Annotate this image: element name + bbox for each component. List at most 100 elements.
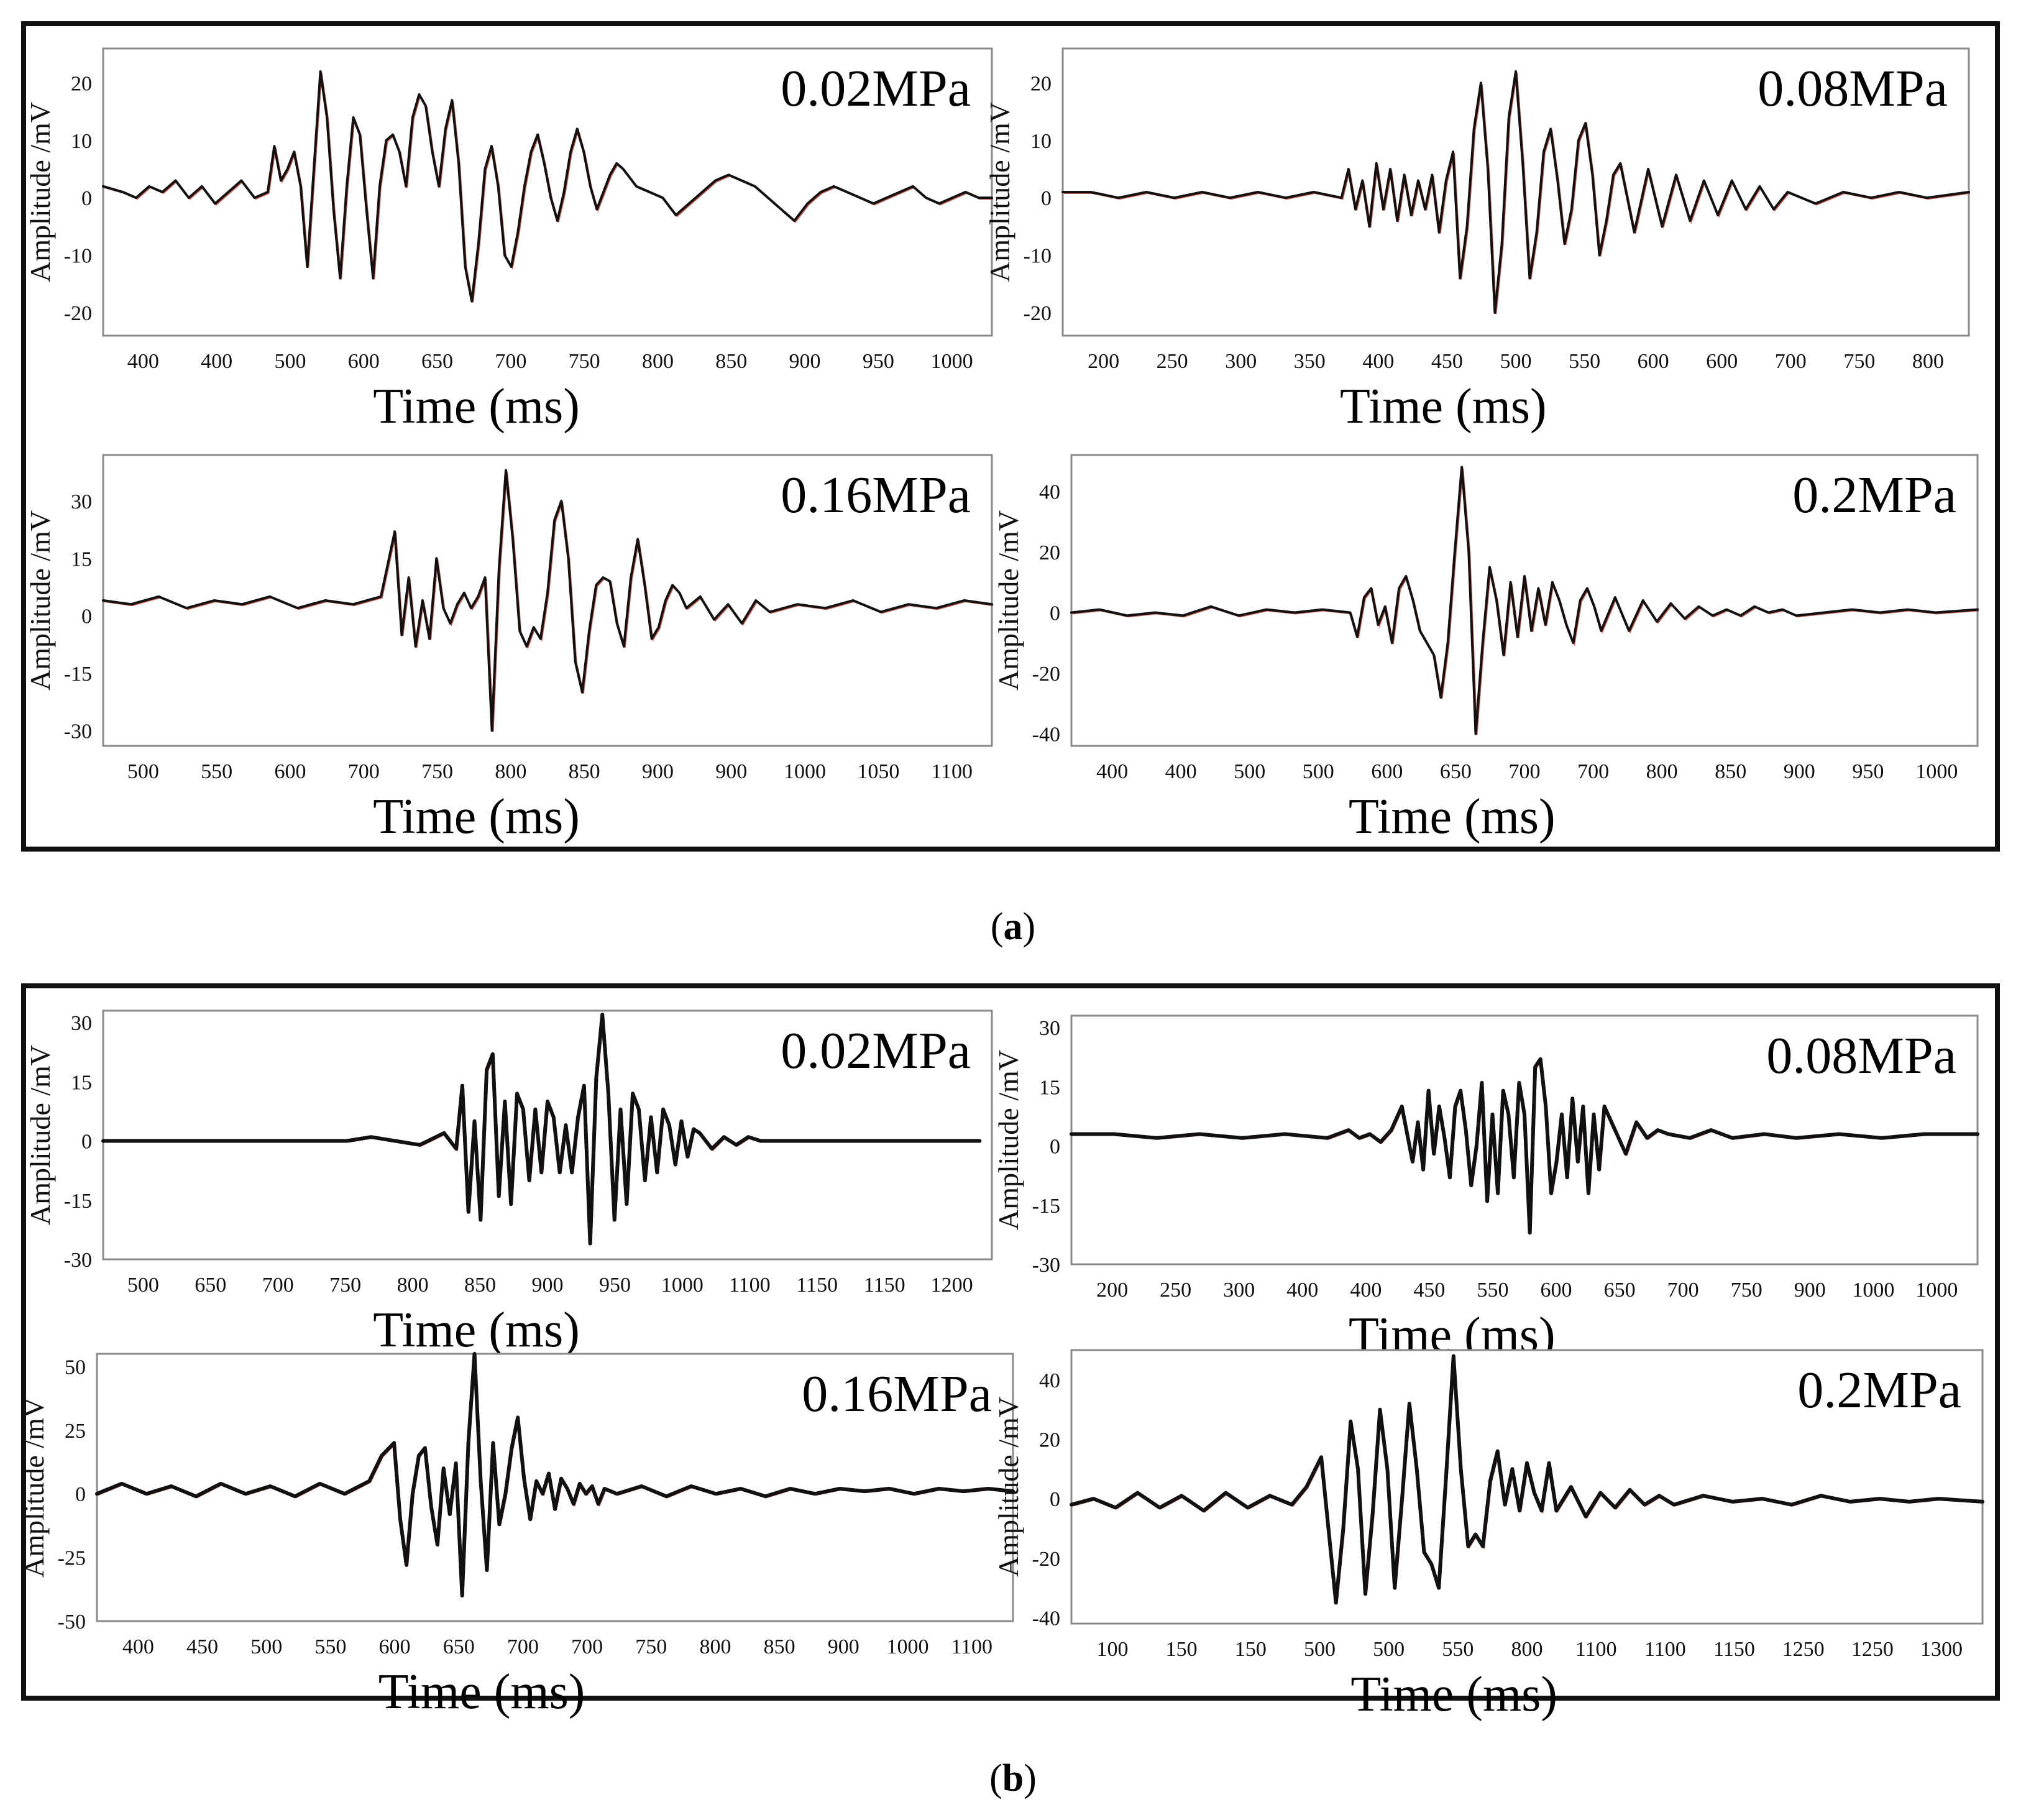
panel-a-3-ytick-label: 15 xyxy=(71,548,92,571)
panel-a-1-series-line xyxy=(102,70,993,303)
panel-a-4-xtick-label: 500 xyxy=(1234,760,1265,783)
panel-a-3-xtick-label: 500 xyxy=(127,760,159,783)
panel-a-3-x-axis-label: Time (ms) xyxy=(373,789,580,844)
panel-a-2-xtick-label: 200 xyxy=(1088,350,1119,373)
panel-a-3-xtick-label: 700 xyxy=(348,760,380,783)
panel-b-1-xtick-label: 700 xyxy=(262,1274,294,1297)
panel-a-3-ytick-label: 0 xyxy=(81,605,92,628)
panel-b-1-xtick-label: 950 xyxy=(599,1274,631,1297)
panel-a-2-xtick-label: 600 xyxy=(1706,350,1738,373)
panel-b-4-ytick-label: -20 xyxy=(1032,1548,1060,1571)
panel-a-4-pressure-title: 0.2MPa xyxy=(1792,466,1956,524)
panel-b-2-xtick-label: 300 xyxy=(1223,1279,1255,1302)
panel-b-1-xtick-label: 750 xyxy=(329,1274,361,1297)
panel-a-4-xtick-label: 700 xyxy=(1577,760,1609,783)
panel-b-2-xtick-label: 1000 xyxy=(1915,1279,1958,1302)
panel-a-2-xtick-label: 300 xyxy=(1225,350,1257,373)
panel-a-3-xtick-label: 900 xyxy=(715,760,747,783)
panel-b-3-xtick-label: 550 xyxy=(314,1635,346,1658)
panel-b-2-ytick-label: -15 xyxy=(1032,1195,1060,1218)
panel-b-1-series-line xyxy=(101,1013,982,1246)
panel-a-1-ytick-label: 0 xyxy=(81,187,92,210)
panel-b-1-pressure-title: 0.02MPa xyxy=(781,1022,971,1080)
panel-b-3-x-axis-label: Time (ms) xyxy=(378,1665,585,1719)
panel-b-1-xtick-label: 850 xyxy=(464,1274,496,1297)
panel-a-3-series-line xyxy=(102,469,993,732)
panel-a-1-xtick-label: 700 xyxy=(495,350,526,373)
panel-a-2-xtick-label: 700 xyxy=(1775,350,1807,373)
panel-b-4-y-axis-label: Amplitude /mV xyxy=(992,1397,1024,1577)
panel-a-3-xtick-label: 750 xyxy=(421,760,453,783)
panel-a-1-ytick-label: -10 xyxy=(64,245,92,268)
panel-b-3-xtick-label: 750 xyxy=(635,1635,667,1658)
group-label-a: (a) xyxy=(990,906,1036,948)
panel-b-2-xtick-label: 400 xyxy=(1286,1279,1318,1302)
panel-b-4: 40 20 0 -20 -40 100 150 150 500 500 550 800 1100 1100… xyxy=(992,1349,1984,1722)
panel-a-3-ytick-label: 30 xyxy=(71,490,92,513)
panel-a-2-y-axis-label: Amplitude /mV xyxy=(984,102,1015,282)
panel-b-3-xtick-label: 900 xyxy=(828,1635,859,1658)
panel-a-3-y-axis-label: Amplitude /mV xyxy=(24,510,56,691)
panel-a-4-ytick-label: 20 xyxy=(1039,541,1060,564)
panel-a-2-ytick-label: -20 xyxy=(1024,302,1052,325)
panel-b-4-plot-area xyxy=(1070,1349,1984,1625)
panel-a-4: 40 20 0 -20 -40 400 400 500 500 600 650 700 700 800 85… xyxy=(992,454,1979,844)
panel-b-3-xtick-label: 1100 xyxy=(951,1635,992,1658)
panel-b-3-xtick-label: 450 xyxy=(186,1635,218,1658)
panel-a-4-xtick-label: 900 xyxy=(1784,760,1815,783)
panel-a-1-xtick-label: 1000 xyxy=(931,350,973,373)
panel-b-2-ytick-label: 30 xyxy=(1039,1017,1060,1040)
panel-b-2-xtick-label: 650 xyxy=(1604,1279,1636,1302)
panel-a-1-xtick-label: 800 xyxy=(642,350,674,373)
panel-b-2-xtick-label: 200 xyxy=(1096,1279,1128,1302)
panel-a-1-xtick-label: 950 xyxy=(863,350,894,373)
panel-b-2-xtick-label: 1000 xyxy=(1852,1279,1894,1302)
panel-a-4-ytick-label: 0 xyxy=(1050,602,1060,625)
panel-a-2-xtick-label: 500 xyxy=(1500,350,1532,373)
panel-a-3-xtick-label: 1100 xyxy=(931,760,973,783)
panel-b-1-xtick-label: 1000 xyxy=(661,1274,704,1297)
panel-a-1-ytick-label: 10 xyxy=(71,130,92,153)
panel-b-1-xtick-label: 900 xyxy=(532,1274,564,1297)
panel-a-4-xtick-label: 700 xyxy=(1509,760,1541,783)
panel-a-4-xtick-label: 1000 xyxy=(1915,760,1958,783)
panel-b-2-pressure-title: 0.08MPa xyxy=(1766,1027,1956,1085)
panel-a-1-xtick-label: 650 xyxy=(421,350,453,373)
panel-b-1-xtick-label: 800 xyxy=(397,1274,429,1297)
panel-b-3-ytick-label: 50 xyxy=(65,1356,86,1379)
panel-a-4-xtick-label: 800 xyxy=(1646,760,1678,783)
panel-b-3-ytick-label: 0 xyxy=(75,1483,86,1506)
panel-b-2-xtick-label: 450 xyxy=(1413,1279,1445,1302)
panel-b-2-ytick-label: 0 xyxy=(1050,1136,1060,1159)
panel-a-2-pressure-title: 0.08MPa xyxy=(1758,60,1948,117)
panel-a-1-xtick-label: 500 xyxy=(274,350,306,373)
panel-b-4-x-axis-label: Time (ms) xyxy=(1350,1667,1557,1722)
panel-a-1-xtick-label: 750 xyxy=(569,350,600,373)
panel-b-2-series-line xyxy=(1070,1057,1979,1235)
panel-b-3-xtick-label: 650 xyxy=(443,1635,475,1658)
panel-a-2-ytick-label: 10 xyxy=(1030,130,1052,153)
panel-b-4-ytick-label: 20 xyxy=(1039,1428,1060,1451)
panel-b-1-y-axis-label: Amplitude /mV xyxy=(24,1045,56,1225)
panel-b-1-plot-area xyxy=(102,1009,993,1261)
panel-b-4-xtick-label: 1100 xyxy=(1644,1638,1686,1661)
panel-b-2-ytick-label: 15 xyxy=(1039,1076,1060,1099)
panel-a-2-ytick-label: 20 xyxy=(1030,72,1052,95)
panel-a-1-ytick-label: 20 xyxy=(71,72,92,95)
panel-a-2-x-axis-label: Time (ms) xyxy=(1340,379,1547,434)
panel-b-4-xtick-label: 500 xyxy=(1373,1638,1405,1661)
panel-a-1-x-axis-label: Time (ms) xyxy=(373,379,580,434)
panel-b-3-xtick-label: 850 xyxy=(764,1635,795,1658)
panel-b-3-xtick-label: 1000 xyxy=(886,1635,928,1658)
panel-b-2-xtick-label: 600 xyxy=(1541,1279,1572,1302)
panel-b-3-ytick-label: -25 xyxy=(58,1547,86,1570)
panel-a-3-xtick-label: 900 xyxy=(642,760,674,783)
panel-b-2-ytick-label: -30 xyxy=(1032,1254,1060,1277)
panel-b-3-plot-area xyxy=(96,1353,1014,1622)
panel-a-4-ytick-label: -20 xyxy=(1032,663,1060,686)
panel-a-2-xtick-label: 400 xyxy=(1362,350,1394,373)
panel-a-2-plot-area xyxy=(1061,47,1970,337)
panel-b-4-pressure-title: 0.2MPa xyxy=(1797,1361,1961,1419)
panel-b-3-ytick-label: 25 xyxy=(65,1420,86,1443)
panel-a-2-series-line xyxy=(1061,70,1970,314)
